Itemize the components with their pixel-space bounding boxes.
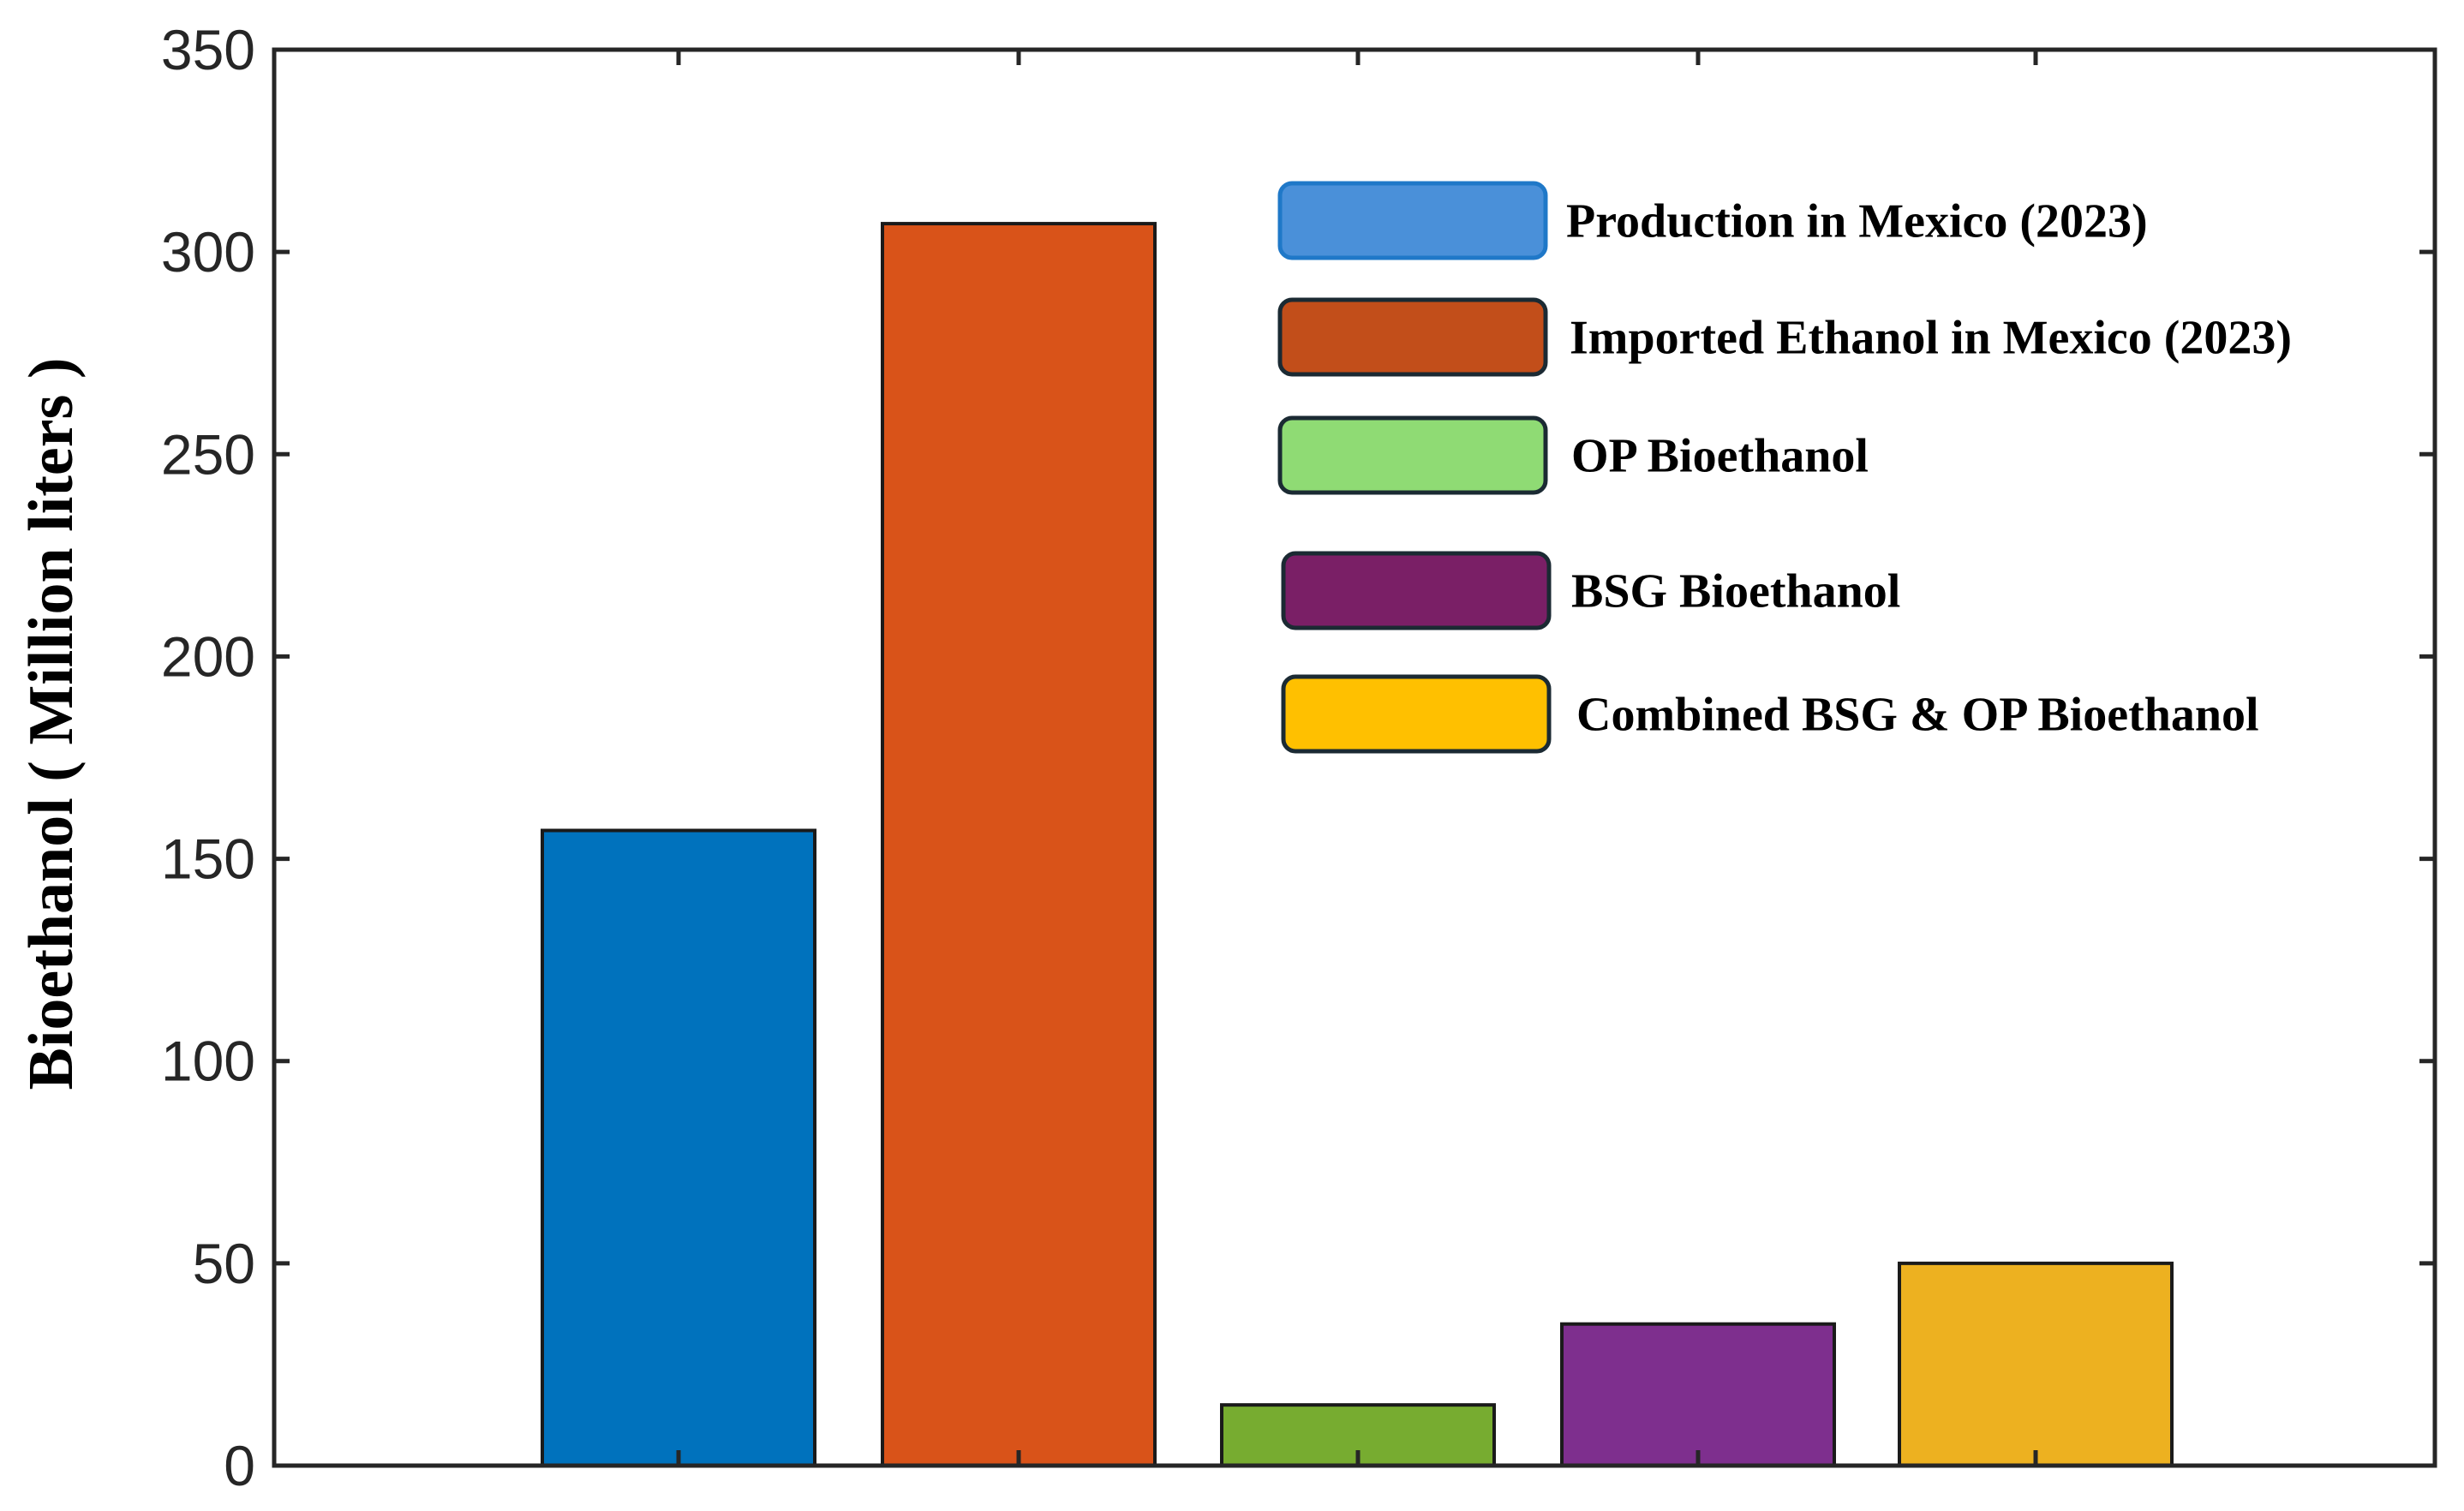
legend-swatch-3 <box>1277 415 1548 495</box>
legend-swatch-1 <box>1277 181 1548 260</box>
legend-label-4: BSG Bioethanol <box>1571 565 1900 618</box>
legend-swatch-5 <box>1281 674 1552 754</box>
y-tick-label-300: 300 <box>161 220 255 284</box>
legend-swatch-4 <box>1281 551 1552 630</box>
y-tick-label-350: 350 <box>161 18 255 81</box>
legend-label-2: Imported Ethanol in Mexico (2023) <box>1570 312 2292 365</box>
y-tick-label-250: 250 <box>161 422 255 486</box>
legend-label-3: OP Bioethanol <box>1571 430 1869 483</box>
y-tick-label-150: 150 <box>161 827 255 891</box>
bar-4 <box>1560 1322 1836 1467</box>
bar-5 <box>1898 1261 2174 1468</box>
bar-2 <box>881 222 1157 1467</box>
legend: Production in Mexico (2023) Imported Etha… <box>1277 181 2292 754</box>
y-tick-label-50: 50 <box>193 1232 255 1295</box>
bars <box>541 222 2174 1468</box>
bar-1 <box>541 828 816 1467</box>
legend-swatch-2 <box>1277 297 1548 377</box>
legend-label-1: Production in Mexico (2023) <box>1566 195 2148 248</box>
legend-label-5: Combined BSG & OP Bioethanol <box>1576 689 2259 742</box>
y-tick-label-0: 0 <box>224 1434 255 1497</box>
y-tick-label-100: 100 <box>161 1030 255 1093</box>
y-tick-labels: 0 50 100 150 200 250 300 350 <box>161 18 255 1497</box>
y-tick-label-200: 200 <box>161 624 255 688</box>
y-axis-label: Bioethanol ( Million liters ) <box>16 357 87 1090</box>
axes-box <box>272 47 2437 1468</box>
